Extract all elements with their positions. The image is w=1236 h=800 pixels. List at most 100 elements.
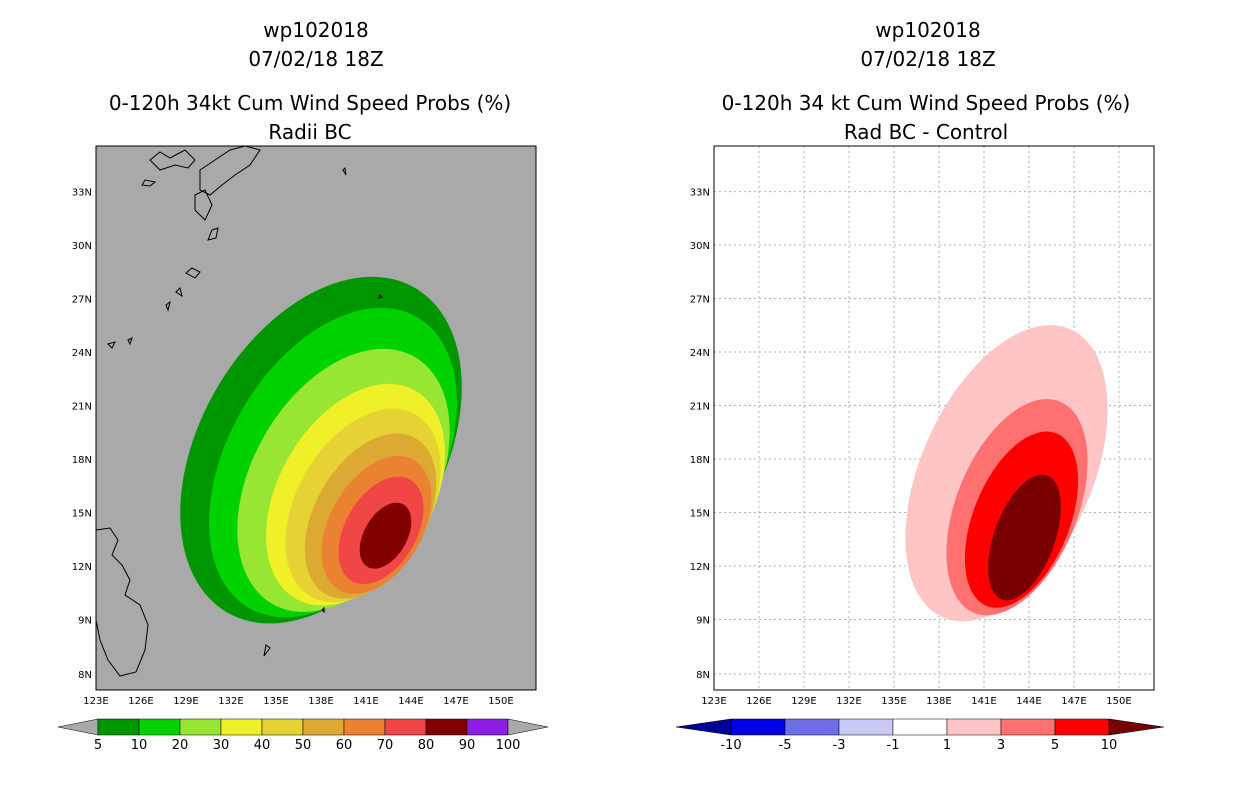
colorbar-label: 50 (295, 738, 312, 753)
x-tick-label: 144E (1016, 696, 1041, 707)
y-tick-label: 15N (72, 509, 92, 520)
x-tick-label: 129E (791, 696, 816, 707)
colorbar-segment (784, 718, 840, 736)
y-tick-label: 21N (72, 402, 92, 413)
y-tick-label: 15N (690, 509, 710, 520)
colorbar-over-arrow (507, 718, 549, 736)
colorbar-label: -5 (779, 738, 792, 753)
y-tick-label: 27N (72, 295, 92, 306)
title-line-4: Rad BC - Control (844, 120, 1008, 144)
contour-level-80 (359, 502, 412, 569)
title-line-1: wp102018 (263, 18, 368, 42)
x-tick-label: 141E (353, 696, 378, 707)
colorbar-segment (261, 718, 304, 736)
colorbar-label: 5 (1051, 738, 1059, 753)
y-tick-label: 18N (72, 455, 92, 466)
y-tick-label: 8N (696, 670, 710, 681)
colorbar-label: 10 (1101, 738, 1118, 753)
x-axis-ticks: 123E 126E 129E 132E 135E 138E 141E 144E 147E 150E (83, 696, 513, 707)
colorbar-right: -10 -5 -3 -1 1 3 5 10 (675, 718, 1165, 753)
x-tick-label: 147E (1061, 696, 1086, 707)
y-axis-ticks: 8N 9N 12N 15N 18N 21N 24N 27N 30N 33N (690, 188, 710, 681)
colorbar-label: 5 (94, 738, 102, 753)
coastlines (96, 146, 383, 677)
x-tick-label: 135E (263, 696, 288, 707)
title-line-2: 07/02/18 18Z (860, 47, 995, 71)
x-axis-ticks: 123E 126E 129E 132E 135E 138E 141E 144E 147E 150E (701, 696, 1131, 707)
x-tick-label: 132E (218, 696, 243, 707)
colorbar-label: 100 (496, 738, 521, 753)
colorbar-segment (138, 718, 181, 736)
y-tick-label: 30N (72, 241, 92, 252)
colorbar-over-arrow (1108, 718, 1165, 736)
y-axis-ticks: 8N 9N 12N 15N 18N 21N 24N 27N 30N 33N (72, 188, 92, 681)
colorbar-segment (730, 718, 786, 736)
y-tick-label: 9N (78, 615, 92, 626)
y-tick-label: 27N (690, 295, 710, 306)
coastline-japan (141, 146, 261, 241)
colorbar-under-arrow (57, 718, 99, 736)
x-tick-label: 141E (971, 696, 996, 707)
x-tick-label: 150E (488, 696, 513, 707)
colorbar-segment (892, 718, 948, 736)
colorbar-label: 70 (377, 738, 394, 753)
y-tick-label: 8N (78, 670, 92, 681)
y-tick-label: 33N (690, 188, 710, 199)
colorbar-segment (838, 718, 894, 736)
colorbar-segment (466, 718, 509, 736)
y-tick-label: 24N (690, 348, 710, 359)
x-tick-label: 144E (398, 696, 423, 707)
colorbar-label: -3 (833, 738, 846, 753)
x-tick-label: 129E (173, 696, 198, 707)
colorbar-label: -10 (720, 738, 741, 753)
title-line-3: 0-120h 34 kt Cum Wind Speed Probs (%) (722, 91, 1131, 115)
plot-frame (713, 145, 1155, 691)
colorbar-left: 5 10 20 30 40 50 60 70 80 90 100 (57, 718, 549, 753)
title-line-1: wp102018 (875, 18, 980, 42)
colorbar-label: 40 (254, 738, 271, 753)
panel-left: wp102018 07/02/18 18Z 0-120h 34kt Cum Wi… (57, 18, 549, 753)
y-tick-label: 12N (72, 562, 92, 573)
colorbar-label: 90 (459, 738, 476, 753)
y-tick-label: 30N (690, 241, 710, 252)
y-tick-label: 18N (690, 455, 710, 466)
colorbar-segment (220, 718, 263, 736)
y-tick-label: 24N (72, 348, 92, 359)
colorbar-segment (179, 718, 222, 736)
title-line-2: 07/02/18 18Z (248, 47, 383, 71)
y-tick-label: 21N (690, 402, 710, 413)
y-tick-label: 9N (696, 615, 710, 626)
colorbar-label: -1 (887, 738, 900, 753)
title-line-3: 0-120h 34kt Cum Wind Speed Probs (%) (109, 91, 511, 115)
colorbar-under-arrow (675, 718, 732, 736)
x-tick-label: 138E (926, 696, 951, 707)
plot-frame (95, 145, 537, 691)
x-tick-label: 138E (308, 696, 333, 707)
colorbar-segment (946, 718, 1002, 736)
x-tick-label: 147E (443, 696, 468, 707)
panel-right: wp102018 07/02/18 18Z 0-120h 34 kt Cum W… (675, 18, 1165, 753)
contour-level-10 (988, 474, 1061, 601)
colorbar-segment (425, 718, 468, 736)
x-tick-label: 123E (701, 696, 726, 707)
colorbar-label: 80 (418, 738, 435, 753)
y-tick-label: 33N (72, 188, 92, 199)
coastline-ryukyu (107, 267, 201, 349)
colorbar-segment (384, 718, 427, 736)
title-line-4: Radii BC (268, 120, 351, 144)
colorbar-label: 1 (943, 738, 951, 753)
x-tick-label: 135E (881, 696, 906, 707)
colorbar-label: 20 (172, 738, 189, 753)
colorbar-segment (343, 718, 386, 736)
x-tick-label: 126E (128, 696, 153, 707)
x-tick-label: 126E (746, 696, 771, 707)
difference-contours (905, 325, 1108, 622)
coastline-islands (263, 166, 383, 657)
colorbar-segment (97, 718, 140, 736)
colorbar-segment (1000, 718, 1056, 736)
coastline-philippines (96, 527, 149, 677)
colorbar-segment (1054, 718, 1110, 736)
colorbar-label: 30 (213, 738, 230, 753)
x-tick-label: 123E (83, 696, 108, 707)
